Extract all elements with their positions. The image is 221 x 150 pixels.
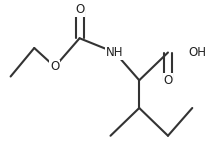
Text: NH: NH bbox=[106, 46, 124, 59]
Text: OH: OH bbox=[189, 46, 207, 59]
Text: O: O bbox=[163, 74, 173, 87]
Text: O: O bbox=[75, 3, 84, 16]
Text: O: O bbox=[50, 60, 59, 73]
